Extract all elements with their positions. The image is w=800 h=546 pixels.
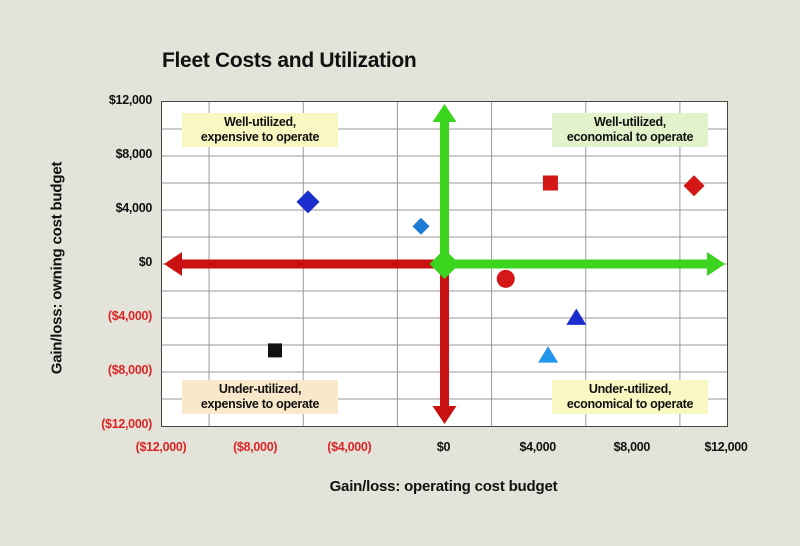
x-tick-label: $0 — [436, 440, 451, 454]
y-tick-label: $12,000 — [108, 93, 152, 107]
quadrant-label-line: expensive to operate — [200, 397, 320, 411]
quadrant-label-bottom-right: Under-utilized, economical to operate — [552, 380, 708, 414]
x-axis-title: Gain/loss: operating cost budget — [329, 478, 558, 495]
quadrant-label-top-right: Well-utilized, economical to operate — [552, 113, 708, 147]
y-tick-label: ($12,000) — [101, 417, 152, 431]
y-tick-label: $4,000 — [115, 201, 153, 215]
origin-marker — [429, 249, 460, 279]
data-point-red-diamond — [683, 175, 705, 197]
plot-svg — [162, 102, 727, 426]
axis-arrow-up-icon — [432, 104, 457, 122]
chart-title: Fleet Costs and Utilization — [162, 49, 417, 72]
y-tick-label: $8,000 — [115, 147, 153, 161]
axis-arrow-right-icon — [707, 252, 725, 276]
data-point-blue-triangle — [566, 308, 587, 325]
axis-arrow-left-icon — [164, 252, 182, 276]
axis-arrow-down-icon — [432, 406, 457, 424]
x-tick-label: ($12,000) — [135, 440, 187, 454]
plot-area — [161, 101, 728, 427]
y-tick-label: $0 — [138, 255, 153, 269]
x-tick-label: $12,000 — [704, 440, 748, 454]
y-tick-label: ($8,000) — [107, 363, 152, 377]
x-tick-label: ($8,000) — [233, 440, 278, 454]
quadrant-label-line: economical to operate — [566, 397, 694, 411]
data-point-red-square — [542, 175, 558, 191]
data-point-light-blue-triangle — [538, 346, 559, 363]
y-axis-title: Gain/loss: owning cost budget — [48, 161, 66, 375]
quadrant-label-bottom-left: Under-utilized, expensive to operate — [182, 380, 338, 414]
quadrant-label-line: Under-utilized, — [588, 382, 672, 396]
quadrant-label-top-left: Well-utilized, expensive to operate — [182, 113, 338, 147]
y-tick-label: ($4,000) — [107, 309, 152, 323]
data-point-red-circle — [496, 269, 515, 288]
data-point-black-square — [268, 343, 282, 358]
quadrant-label-line: expensive to operate — [200, 130, 320, 144]
quadrant-label-line: Well-utilized, — [224, 115, 296, 129]
x-tick-label: ($4,000) — [327, 440, 372, 454]
quadrant-label-line: economical to operate — [566, 130, 694, 144]
x-tick-label: $8,000 — [613, 440, 651, 454]
quadrant-label-line: Well-utilized, — [594, 115, 666, 129]
quadrant-label-line: Under-utilized, — [218, 382, 302, 396]
data-point-blue-diamond-small — [412, 217, 430, 235]
x-tick-label: $4,000 — [519, 440, 556, 454]
data-point-blue-diamond-large — [296, 190, 320, 214]
